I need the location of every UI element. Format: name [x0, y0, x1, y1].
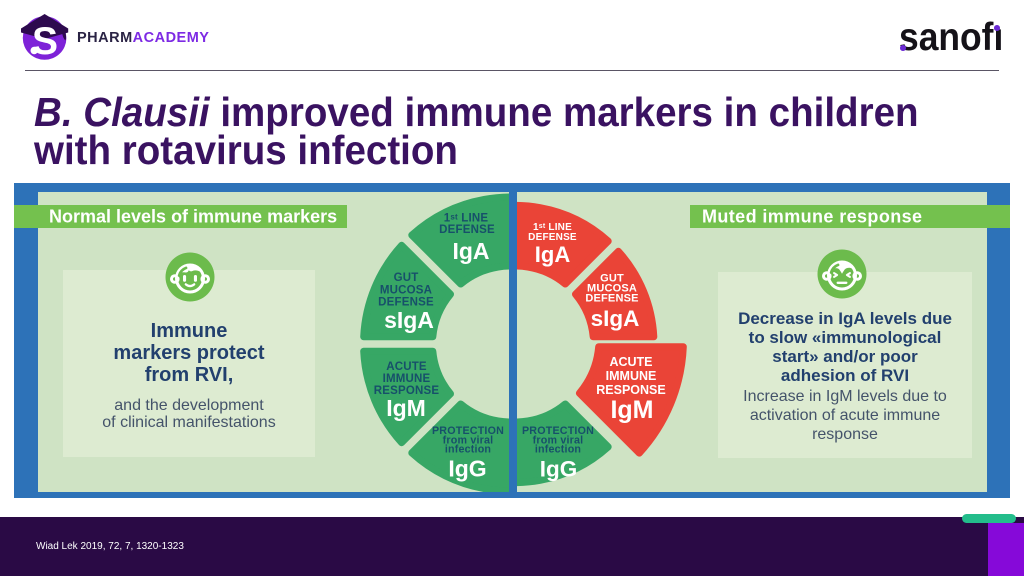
- svg-text:DEFENSE: DEFENSE: [439, 224, 495, 236]
- svg-text:MUCOSA: MUCOSA: [587, 283, 637, 295]
- svg-text:IgM: IgM: [610, 396, 653, 424]
- svg-text:MUCOSA: MUCOSA: [380, 285, 432, 297]
- svg-text:DEFENSE: DEFENSE: [585, 293, 638, 305]
- svg-text:infection: infection: [445, 444, 491, 456]
- svg-text:GUT: GUT: [600, 273, 624, 285]
- svg-text:PROTECTION: PROTECTION: [432, 425, 504, 437]
- svg-text:RESPONSE: RESPONSE: [596, 383, 665, 397]
- svg-text:sIgA: sIgA: [591, 306, 640, 331]
- svg-text:sIgA: sIgA: [384, 307, 434, 333]
- svg-text:infection: infection: [535, 444, 581, 456]
- svg-text:1st LINE: 1st LINE: [533, 222, 572, 233]
- svg-text:IgM: IgM: [386, 395, 426, 421]
- svg-text:IgA: IgA: [452, 238, 489, 264]
- svg-text:PROTECTION: PROTECTION: [522, 425, 594, 437]
- svg-text:RESPONSE: RESPONSE: [374, 385, 440, 397]
- svg-text:ACUTE: ACUTE: [609, 355, 652, 369]
- svg-text:IgA: IgA: [535, 242, 571, 267]
- svg-text:from viral: from viral: [443, 435, 494, 447]
- svg-text:GUT: GUT: [394, 272, 419, 284]
- svg-text:DEFENSE: DEFENSE: [528, 232, 577, 243]
- svg-text:IMMUNE: IMMUNE: [383, 373, 431, 385]
- svg-text:Normal levels of immune marker: Normal levels of immune markers: [49, 207, 337, 227]
- svg-text:S: S: [32, 20, 58, 63]
- svg-text:DEFENSE: DEFENSE: [378, 297, 434, 309]
- svg-text:from viral: from viral: [533, 435, 584, 447]
- svg-text:ACUTE: ACUTE: [386, 361, 427, 373]
- svg-text:IMMUNE: IMMUNE: [606, 369, 657, 383]
- svg-text:IgG: IgG: [540, 457, 578, 482]
- svg-text:IgG: IgG: [448, 456, 486, 482]
- svg-text:Muted immune response: Muted immune response: [702, 207, 922, 227]
